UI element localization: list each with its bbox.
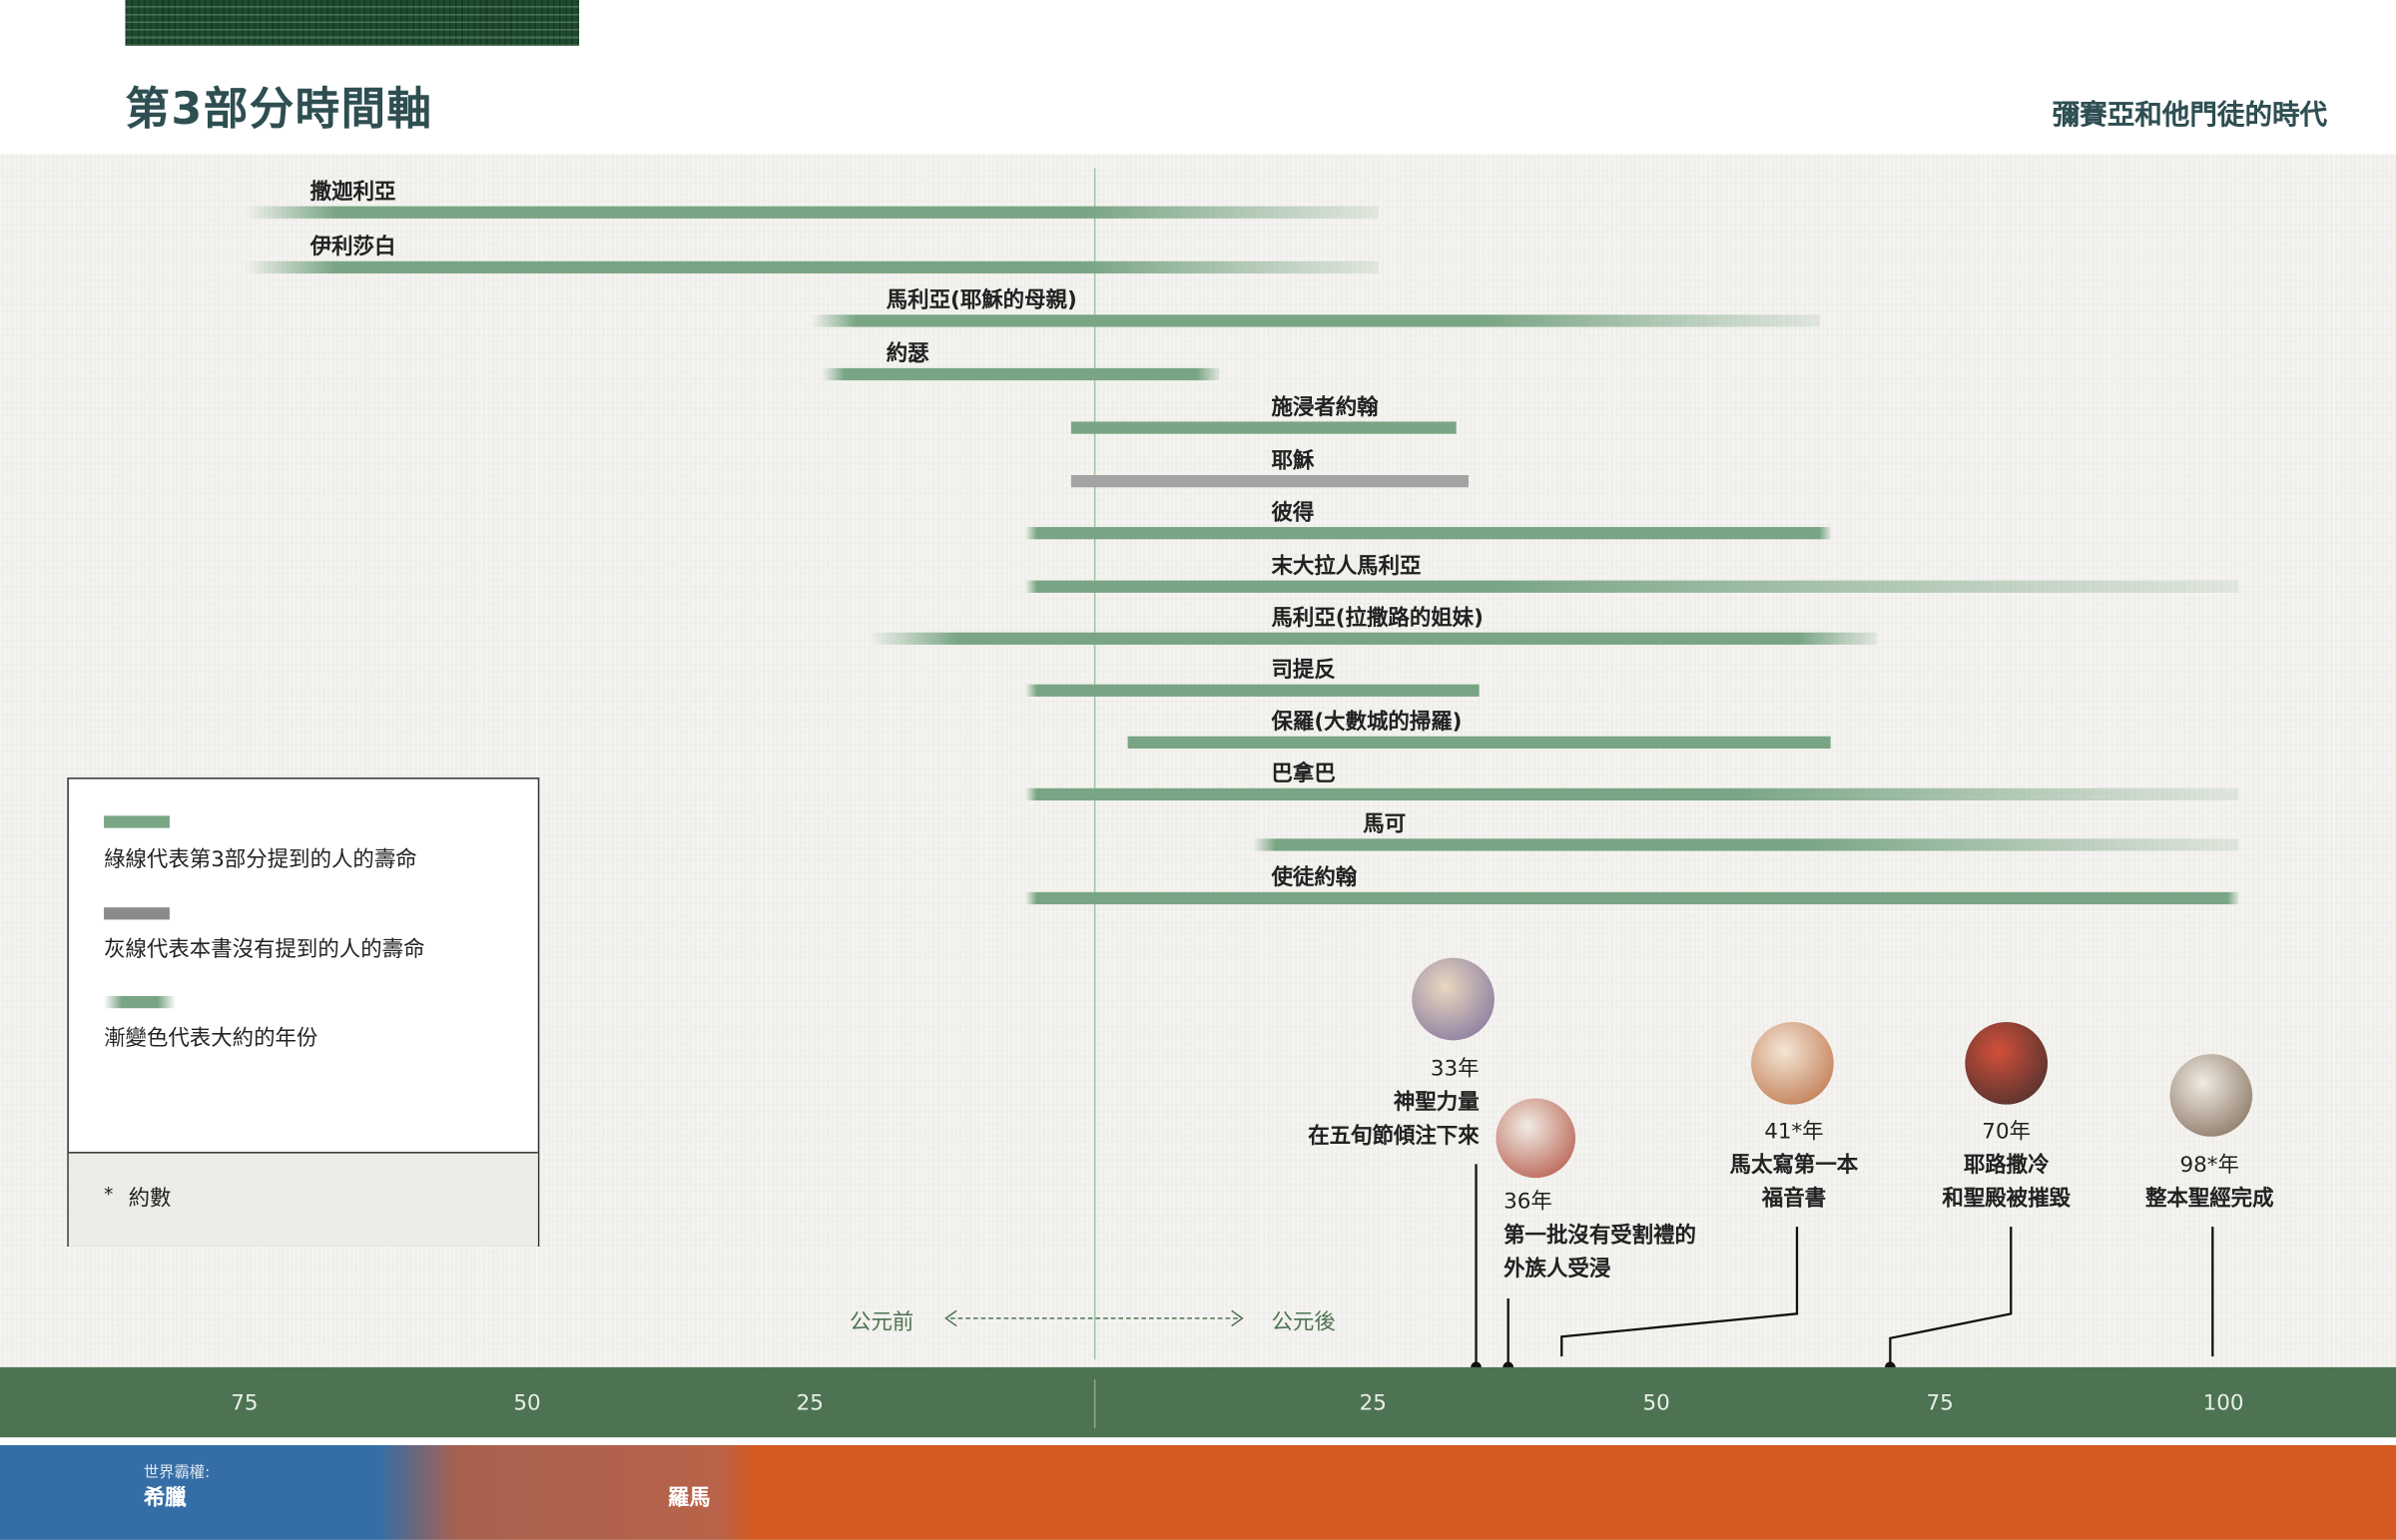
leader-41 (1560, 1227, 1799, 1357)
asterisk: * (104, 1184, 114, 1206)
lifespan-bar (1025, 527, 1832, 540)
person-label: 保羅(大數城的掃羅) (1271, 710, 1463, 736)
tick-label: 50 (513, 1391, 541, 1416)
lifespan-bar (1025, 684, 1481, 697)
tick-label: 25 (796, 1391, 824, 1416)
axis-zero-mark (1093, 1379, 1096, 1429)
tick-label: 75 (231, 1391, 259, 1416)
legend-green-text: 綠線代表第3部分提到的人的壽命 (104, 847, 417, 872)
decorative-pattern (125, 0, 580, 46)
event-photo-writing-scroll (1751, 1021, 1834, 1105)
person-label: 馬利亞(拉撒路的姐妹) (1271, 606, 1484, 632)
event-text: 98*年整本聖經完成 (2145, 1149, 2274, 1216)
person-label: 彼得 (1271, 501, 1315, 526)
person-label: 撒迦利亞 (309, 180, 396, 206)
event-date: 70年 (1982, 1119, 2032, 1145)
lifespan-bar (1127, 736, 1832, 749)
event-description: 第一批沒有受割禮的 (1503, 1224, 1696, 1249)
legend-grey-text: 灰線代表本書沒有提到的人的壽命 (104, 937, 425, 963)
lifespan-bar (810, 314, 1820, 327)
lifespan-bar (1025, 580, 2239, 593)
event-photo-jerusalem-burning (1965, 1021, 2049, 1105)
person-label: 司提反 (1271, 658, 1336, 684)
ce-label: 公元後 (1271, 1310, 1336, 1335)
legend-fade-swatch (104, 995, 177, 1009)
event-photo-john-writing (2169, 1054, 2253, 1137)
lifespan-bar (244, 206, 1378, 219)
event-description: 神聖力量 (1393, 1090, 1480, 1116)
legend-grey-swatch (104, 907, 170, 920)
person-label: 約瑟 (886, 341, 929, 367)
footnote-text: 約數 (128, 1187, 172, 1212)
event-text: 70年耶路撒冷和聖殿被摧毀 (1942, 1115, 2071, 1216)
event-description: 耶路撒冷 (1963, 1153, 2050, 1179)
greece-label: 希臘 (143, 1486, 187, 1511)
event-description: 在五旬節傾注下來 (1308, 1124, 1480, 1150)
person-label: 使徒約翰 (1271, 865, 1358, 891)
leader-70 (1889, 1227, 2013, 1367)
event-description: 外族人受浸 (1503, 1257, 1611, 1283)
divider (0, 1437, 2396, 1445)
arrow-left-icon (944, 1309, 957, 1327)
lifespan-bar (867, 632, 1877, 645)
tick-label: 50 (1642, 1391, 1670, 1416)
year-zero-line (1093, 168, 1096, 1360)
legend-green-swatch (104, 815, 170, 828)
lifespan-bar (1252, 838, 2239, 851)
legend: 綠線代表第3部分提到的人的壽命 灰線代表本書沒有提到的人的壽命 漸變色代表大約的… (67, 777, 540, 1247)
tick-label: 75 (1926, 1391, 1954, 1416)
legend-fade-text: 漸變色代表大約的年份 (104, 1026, 318, 1052)
event-description: 福音書 (1761, 1187, 1827, 1212)
event-photo-holy-spirit-pentecost (1412, 957, 1495, 1041)
lifespan-bar (1071, 421, 1458, 434)
arrow-right-icon (1231, 1309, 1244, 1327)
event-text: 41*年馬太寫第一本 福音書 (1730, 1115, 1859, 1216)
person-label: 馬可 (1363, 812, 1407, 837)
lifespan-bar (1071, 475, 1469, 488)
person-label: 末大拉人馬利亞 (1271, 554, 1422, 580)
event-description: 和聖殿被摧毀 (1942, 1187, 2071, 1212)
person-label: 伊利莎白 (309, 235, 396, 260)
world-power-band: 世界霸權: 希臘 羅馬 (0, 1444, 2396, 1540)
event-text: 33年神聖力量在五旬節傾注下來 (1308, 1053, 1479, 1154)
tick-label: 25 (1359, 1391, 1387, 1416)
rome-label: 羅馬 (667, 1486, 711, 1511)
person-label: 耶穌 (1271, 448, 1315, 474)
world-power-label: 世界霸權: (143, 1464, 211, 1482)
event-date: 98*年 (2179, 1153, 2239, 1179)
event-date: 33年 (1430, 1057, 1480, 1082)
lifespan-bar (822, 367, 1219, 381)
bce-label: 公元前 (850, 1310, 914, 1335)
event-description: 馬太寫第一本 (1729, 1153, 1859, 1179)
year-axis (0, 1366, 2396, 1438)
lifespan-bar (1025, 787, 2239, 801)
event-text: 36年第一批沒有受割禮的 外族人受浸 (1503, 1186, 1696, 1286)
tick-label: 100 (2202, 1391, 2244, 1416)
event-description: 整本聖經完成 (2144, 1187, 2274, 1212)
event-photo-cornelius-peter (1496, 1098, 1576, 1179)
lifespan-bar (1025, 891, 2239, 905)
event-date: 36年 (1503, 1190, 1552, 1215)
person-label: 巴拿巴 (1271, 762, 1336, 787)
legend-footnote: * 約數 (68, 1152, 538, 1247)
person-label: 施浸者約翰 (1271, 395, 1379, 420)
page-title: 第3部分時間軸 (125, 82, 433, 135)
lifespan-bar (244, 260, 1378, 273)
page-subtitle: 彌賽亞和他門徒的時代 (2052, 99, 2328, 132)
event-date: 41*年 (1764, 1119, 1824, 1145)
person-label: 馬利亞(耶穌的母親) (886, 288, 1077, 313)
